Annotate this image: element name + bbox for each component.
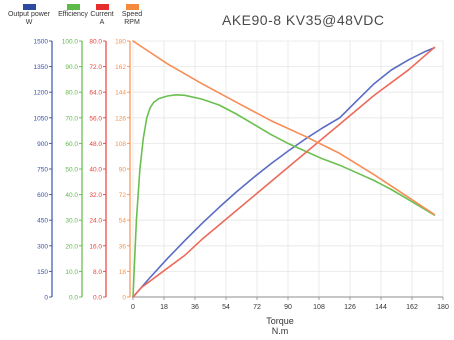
y-tick-label-eff: 100.0 [62, 39, 79, 46]
y-tick-label-current: 48.0 [89, 141, 102, 148]
legend-swatch-current [95, 4, 109, 10]
y-tick-label-rpm: 144 [115, 90, 126, 97]
legend-label-current: Current [90, 11, 114, 18]
legend-swatch-speed [125, 4, 139, 10]
series-line-rpm [132, 40, 436, 216]
legend-label-efficiency: Efficiency [58, 11, 88, 18]
y-tick-label-rpm: 54 [119, 218, 127, 225]
series-line-power [132, 46, 436, 298]
x-tick-label: 90 [284, 304, 292, 311]
y-tick-label-power: 900 [37, 141, 48, 148]
y-tick-label-rpm: 36 [119, 243, 127, 250]
y-tick-label-eff: 80.0 [65, 90, 78, 97]
legend-efficiency: Efficiency [56, 4, 90, 19]
legend-unit-speed: RPM [124, 19, 140, 26]
legend-current: Current A [87, 4, 117, 27]
y-tick-label-current: 56.0 [89, 115, 102, 122]
y-tick-label-power: 750 [37, 167, 48, 174]
x-tick-label: 144 [375, 304, 387, 311]
y-tick-label-eff: 0.0 [69, 295, 78, 302]
y-tick-label-eff: 60.0 [65, 141, 78, 148]
legend-unit-current: A [99, 19, 105, 26]
legend-label-output-power: Output power [7, 11, 51, 18]
y-tick-label-current: 16.0 [89, 243, 102, 250]
y-tick-label-rpm: 108 [115, 141, 126, 148]
y-tick-label-power: 150 [37, 269, 48, 276]
y-tick-label-eff: 20.0 [65, 243, 78, 250]
x-tick-label: 162 [406, 304, 418, 311]
y-tick-label-rpm: 162 [115, 64, 126, 71]
x-tick-label: 0 [131, 304, 135, 311]
legend-speed: Speed RPM [117, 4, 147, 27]
y-tick-label-eff: 30.0 [65, 218, 78, 225]
chart-title: AKE90-8 KV35@48VDC [222, 12, 385, 28]
legend-unit-output-power: W [25, 19, 33, 26]
y-tick-label-power: 600 [37, 192, 48, 199]
y-tick-label-current: 32.0 [89, 192, 102, 199]
legend-output-power: Output power W [6, 4, 52, 27]
legend-swatch-efficiency [66, 4, 80, 10]
y-tick-label-eff: 40.0 [65, 192, 78, 199]
x-tick-label: 18 [160, 304, 168, 311]
y-tick-label-power: 1050 [34, 115, 49, 122]
x-tick-label: 180 [437, 304, 449, 311]
x-axis-label-line-1: Torque [266, 316, 294, 326]
y-tick-label-eff: 70.0 [65, 115, 78, 122]
y-tick-label-rpm: 126 [115, 115, 126, 122]
y-tick-label-eff: 10.0 [65, 269, 78, 276]
series-line-current [132, 46, 436, 298]
y-tick-label-rpm: 72 [119, 192, 127, 199]
x-tick-label: 108 [313, 304, 325, 311]
y-tick-label-current: 0.0 [93, 295, 102, 302]
y-tick-label-power: 0 [44, 295, 48, 302]
x-tick-label: 36 [191, 304, 199, 311]
y-tick-label-current: 8.0 [93, 269, 102, 276]
x-tick-label: 54 [222, 304, 230, 311]
y-tick-label-power: 1500 [34, 39, 49, 46]
x-axis-label-line-2: N.m [271, 326, 289, 336]
y-tick-label-rpm: 0 [122, 295, 126, 302]
y-tick-label-eff: 90.0 [65, 64, 78, 71]
y-tick-label-rpm: 90 [119, 167, 127, 174]
y-tick-label-power: 1200 [34, 90, 49, 97]
y-tick-label-current: 40.0 [89, 167, 102, 174]
y-tick-label-rpm: 18 [119, 269, 127, 276]
x-tick-label: 72 [253, 304, 261, 311]
y-tick-label-power: 450 [37, 218, 48, 225]
x-tick-label: 126 [344, 304, 356, 311]
y-tick-label-current: 80.0 [89, 39, 102, 46]
x-axis-label: Torque N.m [255, 316, 305, 336]
y-tick-label-power: 300 [37, 243, 48, 250]
y-tick-label-current: 24.0 [89, 218, 102, 225]
y-tick-label-eff: 50.0 [65, 167, 78, 174]
y-tick-label-current: 72.0 [89, 64, 102, 71]
legend-label-speed: Speed [121, 11, 143, 18]
y-tick-label-rpm: 180 [115, 39, 126, 46]
legend-swatch-output-power [22, 4, 36, 10]
y-tick-label-power: 1350 [34, 64, 49, 71]
series-line-eff [132, 94, 436, 298]
y-tick-label-current: 64.0 [89, 90, 102, 97]
